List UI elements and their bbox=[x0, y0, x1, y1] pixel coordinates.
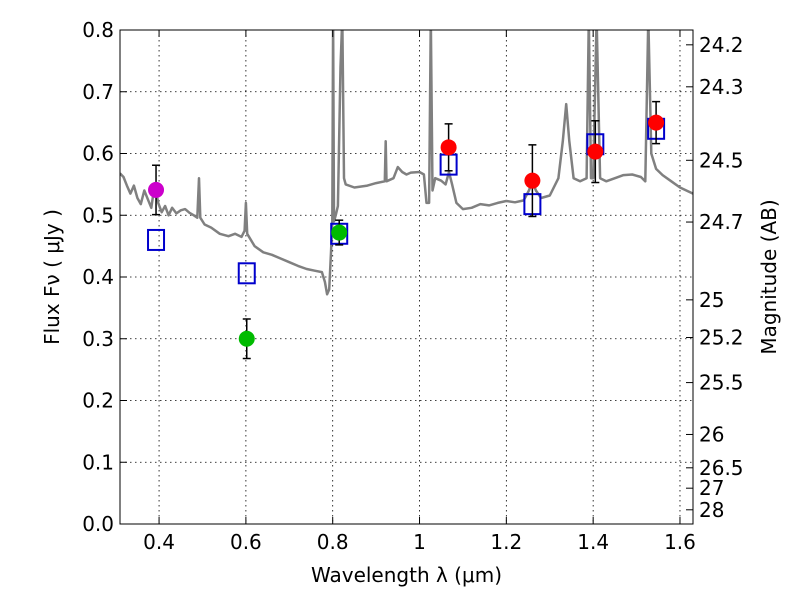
y-tick-label: 0.5 bbox=[82, 203, 114, 227]
y-tick-label: 0.2 bbox=[82, 389, 114, 413]
right-tick-label: 25.2 bbox=[699, 326, 744, 350]
x-tick-label: 1.6 bbox=[664, 530, 696, 554]
right-tick-label: 28 bbox=[699, 498, 724, 522]
photometry-square bbox=[237, 262, 256, 285]
x-axis-label: Wavelength λ (μm) bbox=[311, 563, 502, 587]
photometry-square bbox=[147, 228, 166, 251]
photometry-point bbox=[648, 114, 665, 131]
right-tick-label: 26.5 bbox=[699, 456, 744, 480]
right-tick-label: 24.7 bbox=[699, 210, 744, 234]
photometry-point bbox=[331, 224, 348, 241]
right-axis-label: Magnitude (AB) bbox=[757, 199, 781, 354]
photometry-point bbox=[148, 181, 165, 198]
right-tick-label: 27 bbox=[699, 476, 724, 500]
y-tick-label: 0.6 bbox=[82, 142, 114, 166]
x-tick-label: 1.4 bbox=[577, 530, 609, 554]
right-tick-label: 24.5 bbox=[699, 148, 744, 172]
grid-lines bbox=[120, 30, 693, 524]
photometry-point bbox=[440, 139, 457, 156]
right-tick-label: 25.5 bbox=[699, 371, 744, 395]
right-tick-label: 26 bbox=[699, 422, 724, 446]
y-tick-label: 0.4 bbox=[82, 265, 114, 289]
x-tick-label: 1.2 bbox=[490, 530, 522, 554]
x-tick-label: 1 bbox=[413, 530, 426, 554]
y-tick-label: 0.3 bbox=[82, 327, 114, 351]
x-tick-label: 0.8 bbox=[317, 530, 349, 554]
photometry-point bbox=[587, 143, 604, 160]
y-tick-label: 0.0 bbox=[82, 512, 114, 536]
x-tick-label: 0.6 bbox=[230, 530, 262, 554]
y-axis-label: Flux Fν ( μJy ) bbox=[40, 209, 64, 345]
data-points bbox=[147, 100, 666, 360]
y-tick-label: 0.7 bbox=[82, 80, 114, 104]
photometry-point bbox=[238, 330, 255, 347]
photometry-point bbox=[524, 172, 541, 189]
right-tick-label: 24.2 bbox=[699, 33, 744, 57]
y-tick-label: 0.8 bbox=[82, 18, 114, 42]
x-tick-label: 0.4 bbox=[143, 530, 175, 554]
model-spectrum-line bbox=[120, 30, 693, 296]
axis-ticks: 0.4 0.6 0.8 1 1.2 1.4 1.6 0.0 0.1 0.2 0.3 0.4 0.5 0.6… bbox=[82, 18, 743, 554]
model-spectrum bbox=[120, 30, 693, 296]
y-tick-label: 0.1 bbox=[82, 450, 114, 474]
right-tick-label: 24.3 bbox=[699, 75, 744, 99]
right-tick-label: 25 bbox=[699, 288, 724, 312]
